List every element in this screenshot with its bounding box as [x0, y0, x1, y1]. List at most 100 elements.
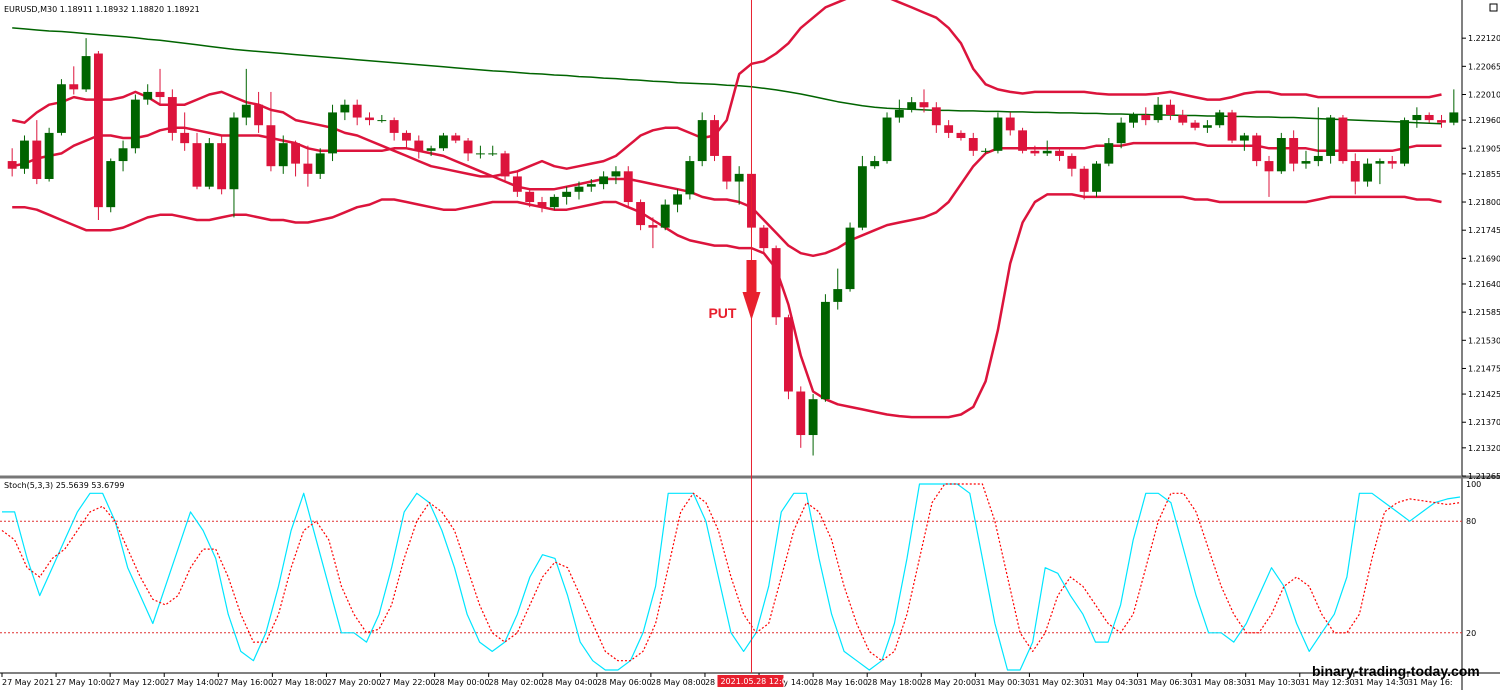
- candle-body: [352, 104, 362, 118]
- price-tick-label: 1.21960: [1468, 116, 1500, 125]
- candle-body: [291, 143, 301, 164]
- candle-body: [303, 163, 313, 174]
- candle-body: [549, 196, 559, 208]
- candle-body: [894, 109, 904, 118]
- candle: [1400, 117, 1409, 167]
- stoch-tick-label: 20: [1466, 629, 1476, 638]
- time-tick-label: 27 May 14:00: [164, 678, 219, 687]
- candle-body: [1313, 155, 1323, 162]
- stoch-main-line: [2, 483, 1461, 671]
- time-tick-label: 31 May 00:30: [975, 678, 1030, 687]
- candle: [685, 155, 695, 200]
- candle: [636, 199, 646, 231]
- candle: [389, 117, 399, 141]
- candle-body: [599, 176, 609, 185]
- price-tick-label: 1.21690: [1468, 254, 1500, 263]
- candle-body: [1129, 114, 1138, 123]
- stochastic-axis: 100 80 20: [1466, 480, 1481, 638]
- candle: [1264, 155, 1274, 197]
- candle: [870, 155, 880, 169]
- candle-body: [155, 91, 165, 98]
- candle-body: [796, 391, 806, 436]
- candle-body: [315, 153, 325, 174]
- candle-body: [7, 161, 17, 169]
- candle: [1252, 132, 1262, 167]
- candle: [549, 194, 559, 210]
- candle-body: [1363, 163, 1373, 182]
- candle-body: [1165, 104, 1175, 115]
- candle-body: [1079, 168, 1089, 192]
- candle-body: [266, 125, 276, 167]
- candle-body: [254, 104, 264, 126]
- time-tick-label: 28 May 20:00: [921, 678, 976, 687]
- candle-body: [365, 117, 374, 121]
- price-tick-label: 1.21530: [1468, 336, 1500, 345]
- candle: [266, 91, 276, 172]
- candle: [796, 386, 806, 448]
- candle: [365, 112, 374, 126]
- candle-body: [759, 227, 769, 249]
- candle-body: [673, 194, 682, 205]
- candle: [340, 99, 350, 121]
- candle: [525, 189, 535, 208]
- candle: [500, 150, 510, 182]
- candle-body: [1338, 117, 1348, 162]
- time-tick-label: 27 May 10:00: [56, 678, 111, 687]
- candle-body: [1104, 143, 1114, 164]
- put-arrow-shaft: [746, 260, 757, 292]
- candle: [1289, 130, 1299, 172]
- candle: [1375, 158, 1385, 185]
- candle-body: [1030, 150, 1040, 154]
- stochastic-pane: [0, 483, 1462, 671]
- candle-body: [1178, 114, 1188, 123]
- candle: [1005, 112, 1015, 136]
- candle: [1449, 89, 1459, 126]
- candle: [599, 171, 609, 190]
- candle-body: [1252, 135, 1262, 162]
- candle: [697, 112, 707, 167]
- candle: [1301, 150, 1311, 169]
- candle-body: [438, 135, 448, 149]
- candle: [710, 114, 719, 162]
- candle: [81, 38, 91, 92]
- candle: [155, 68, 165, 105]
- candle: [1412, 107, 1422, 128]
- candle: [426, 145, 436, 156]
- time-tick-label: 27 May 20:00: [326, 678, 381, 687]
- candle-body: [1153, 104, 1163, 121]
- candle-body: [167, 97, 177, 133]
- candle-body: [93, 53, 103, 208]
- candle-body: [586, 184, 596, 187]
- candle-body: [118, 148, 128, 162]
- time-tick-label: 28 May 14:00: [759, 678, 814, 687]
- time-tick-label: 28 May 18:00: [867, 678, 922, 687]
- time-tick-label: 28 May 04:00: [543, 678, 598, 687]
- watermark: binary-trading-today.com: [1312, 663, 1480, 679]
- candle: [1227, 109, 1237, 144]
- candle: [1079, 166, 1089, 200]
- candle-body: [1239, 135, 1249, 141]
- candle-body: [660, 204, 670, 228]
- candle: [611, 166, 621, 185]
- candle-body: [833, 289, 843, 302]
- candle: [623, 166, 633, 208]
- candle: [673, 189, 682, 213]
- candle: [562, 186, 572, 205]
- candle-body: [1092, 163, 1101, 192]
- candle-body: [278, 143, 288, 167]
- candle: [1141, 107, 1151, 126]
- candle-body: [1005, 117, 1015, 131]
- candle-body: [1412, 114, 1422, 121]
- candle-body: [771, 248, 781, 318]
- candle-body: [217, 143, 227, 190]
- candle-body: [710, 120, 719, 156]
- chart-shift-marker: [1489, 3, 1498, 12]
- candle: [69, 66, 79, 95]
- candle-body: [241, 104, 251, 118]
- candle: [833, 268, 843, 310]
- candle: [303, 145, 313, 187]
- time-tick-label: 28 May 00:00: [435, 678, 490, 687]
- candle: [993, 112, 1003, 154]
- candle: [574, 181, 584, 200]
- candle: [1030, 145, 1040, 156]
